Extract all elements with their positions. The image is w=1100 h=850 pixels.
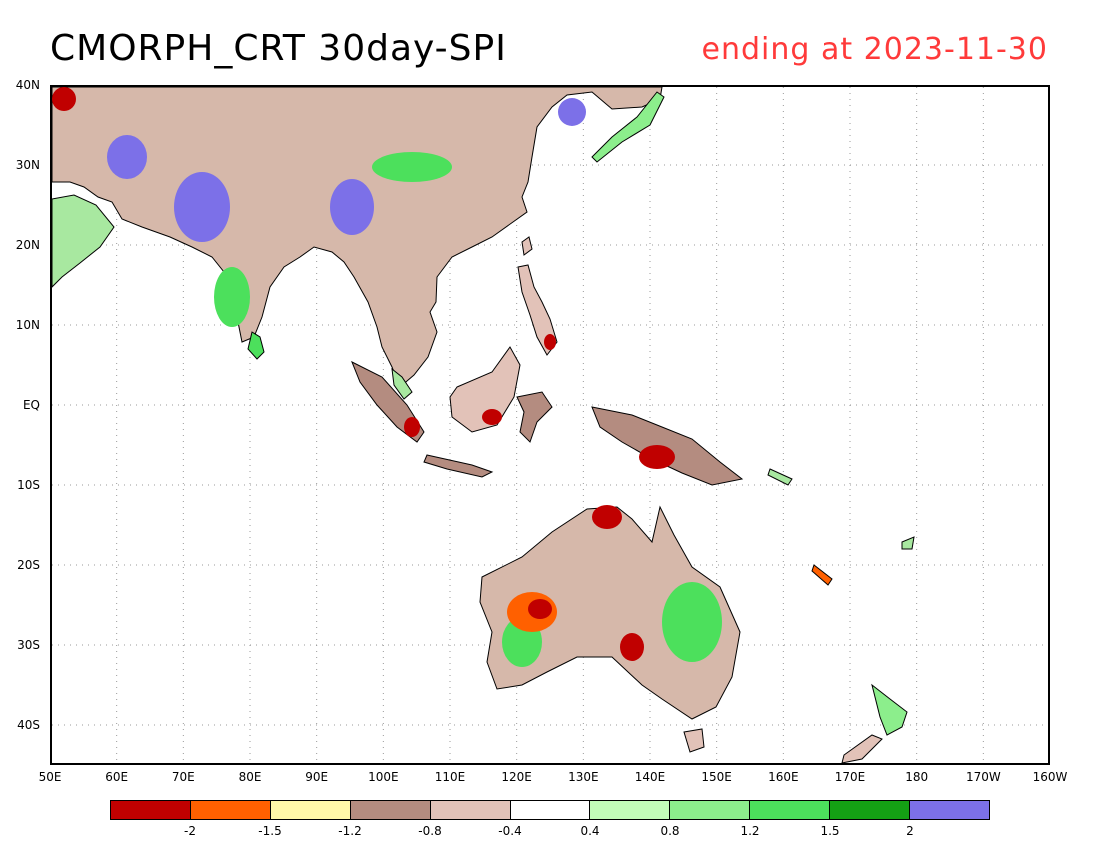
java: [423, 454, 494, 478]
legend-swatch: [270, 801, 351, 819]
legend-swatch: [350, 801, 431, 819]
precip-anomaly-patches: [52, 87, 722, 667]
sulawesi: [516, 391, 553, 443]
legend-swatch: [190, 801, 271, 819]
tasmania: [683, 728, 705, 753]
solomon-islands: [767, 468, 793, 486]
lon-tick-label: 170W: [965, 770, 1001, 784]
legend-swatch: [430, 801, 511, 819]
legend-tick-label: 1.2: [740, 824, 760, 838]
lat-tick-label: 10N: [15, 318, 40, 332]
lon-tick-label: 80E: [238, 770, 262, 784]
lon-tick-label: 170E: [834, 770, 866, 784]
dry-patch: [404, 417, 420, 437]
legend-tick-label: -0.8: [418, 824, 442, 838]
new-guinea: [591, 406, 744, 486]
sri-lanka: [247, 331, 265, 360]
australia: [479, 505, 741, 720]
wet-patch: [214, 267, 250, 327]
lat-tick-label: 20S: [17, 558, 40, 572]
dry-patch: [528, 599, 552, 619]
legend-tick-label: 0.4: [580, 824, 600, 838]
lon-tick-label: 160E: [768, 770, 799, 784]
wet-patch: [174, 172, 230, 242]
chart-title: CMORPH_CRT 30day-SPI: [50, 28, 507, 69]
lat-tick-label: EQ: [22, 398, 40, 412]
lon-tick-label: 100E: [368, 770, 399, 784]
legend-swatch: [111, 801, 191, 819]
legend-tick-label: -2: [184, 824, 196, 838]
legend-tick-label: 1.5: [820, 824, 840, 838]
lon-tick-label: 150E: [701, 770, 732, 784]
land-masses: [52, 87, 915, 763]
legend-tick-label: -1.5: [258, 824, 282, 838]
map-canvas: [52, 87, 1048, 763]
philippines: [517, 264, 558, 356]
fiji: [901, 536, 915, 550]
legend-swatch: [830, 801, 911, 819]
legend-swatch: [670, 801, 751, 819]
legend-colorbar: [110, 800, 990, 820]
legend-swatch: [910, 801, 989, 819]
date-subtitle: ending at 2023-11-30: [701, 32, 1048, 67]
dry-patch: [592, 505, 622, 529]
wet-patch: [330, 179, 374, 235]
new-caledonia: [811, 564, 833, 586]
lat-tick-label: 40S: [17, 718, 40, 732]
legend-tick-label: -0.4: [498, 824, 522, 838]
lat-tick-label: 10S: [17, 478, 40, 492]
lon-tick-label: 160W: [1032, 770, 1068, 784]
lon-tick-label: 60E: [105, 770, 129, 784]
dry-patch: [620, 633, 644, 661]
malay-peninsula: [391, 367, 413, 400]
lat-tick-label: 20N: [15, 238, 40, 252]
lat-tick-label: 30N: [15, 158, 40, 172]
legend-swatch: [510, 801, 591, 819]
arabia-landmass: [52, 194, 115, 288]
legend-tick-label: 0.8: [660, 824, 680, 838]
lon-tick-label: 120E: [501, 770, 532, 784]
legend-tick-label: 2: [906, 824, 914, 838]
lon-tick-label: 130E: [568, 770, 599, 784]
legend-swatch: [750, 801, 831, 819]
wet-patch: [662, 582, 722, 662]
lat-tick-label: 30S: [17, 638, 40, 652]
taiwan: [521, 236, 533, 256]
dry-patch: [482, 409, 502, 425]
spi-map: [50, 85, 1050, 765]
lat-tick-label: 40N: [15, 78, 40, 92]
new-zealand-north: [871, 683, 908, 736]
lon-tick-label: 90E: [305, 770, 329, 784]
lon-tick-label: 50E: [38, 770, 62, 784]
dry-patch: [639, 445, 675, 469]
legend-tick-label: -1.2: [338, 824, 362, 838]
borneo: [449, 346, 521, 433]
japan: [591, 91, 665, 163]
dry-patch: [544, 334, 556, 350]
asia-landmass: [52, 87, 663, 388]
lon-tick-label: 140E: [634, 770, 666, 784]
dry-patch: [52, 87, 76, 111]
wet-patch: [558, 98, 586, 126]
legend-swatch: [590, 801, 671, 819]
lon-tick-label: 70E: [171, 770, 195, 784]
wet-patch: [107, 135, 147, 179]
new-zealand-south: [841, 734, 883, 763]
wet-patch: [372, 152, 452, 182]
lon-tick-label: 180: [905, 770, 929, 784]
lon-tick-label: 110E: [434, 770, 466, 784]
